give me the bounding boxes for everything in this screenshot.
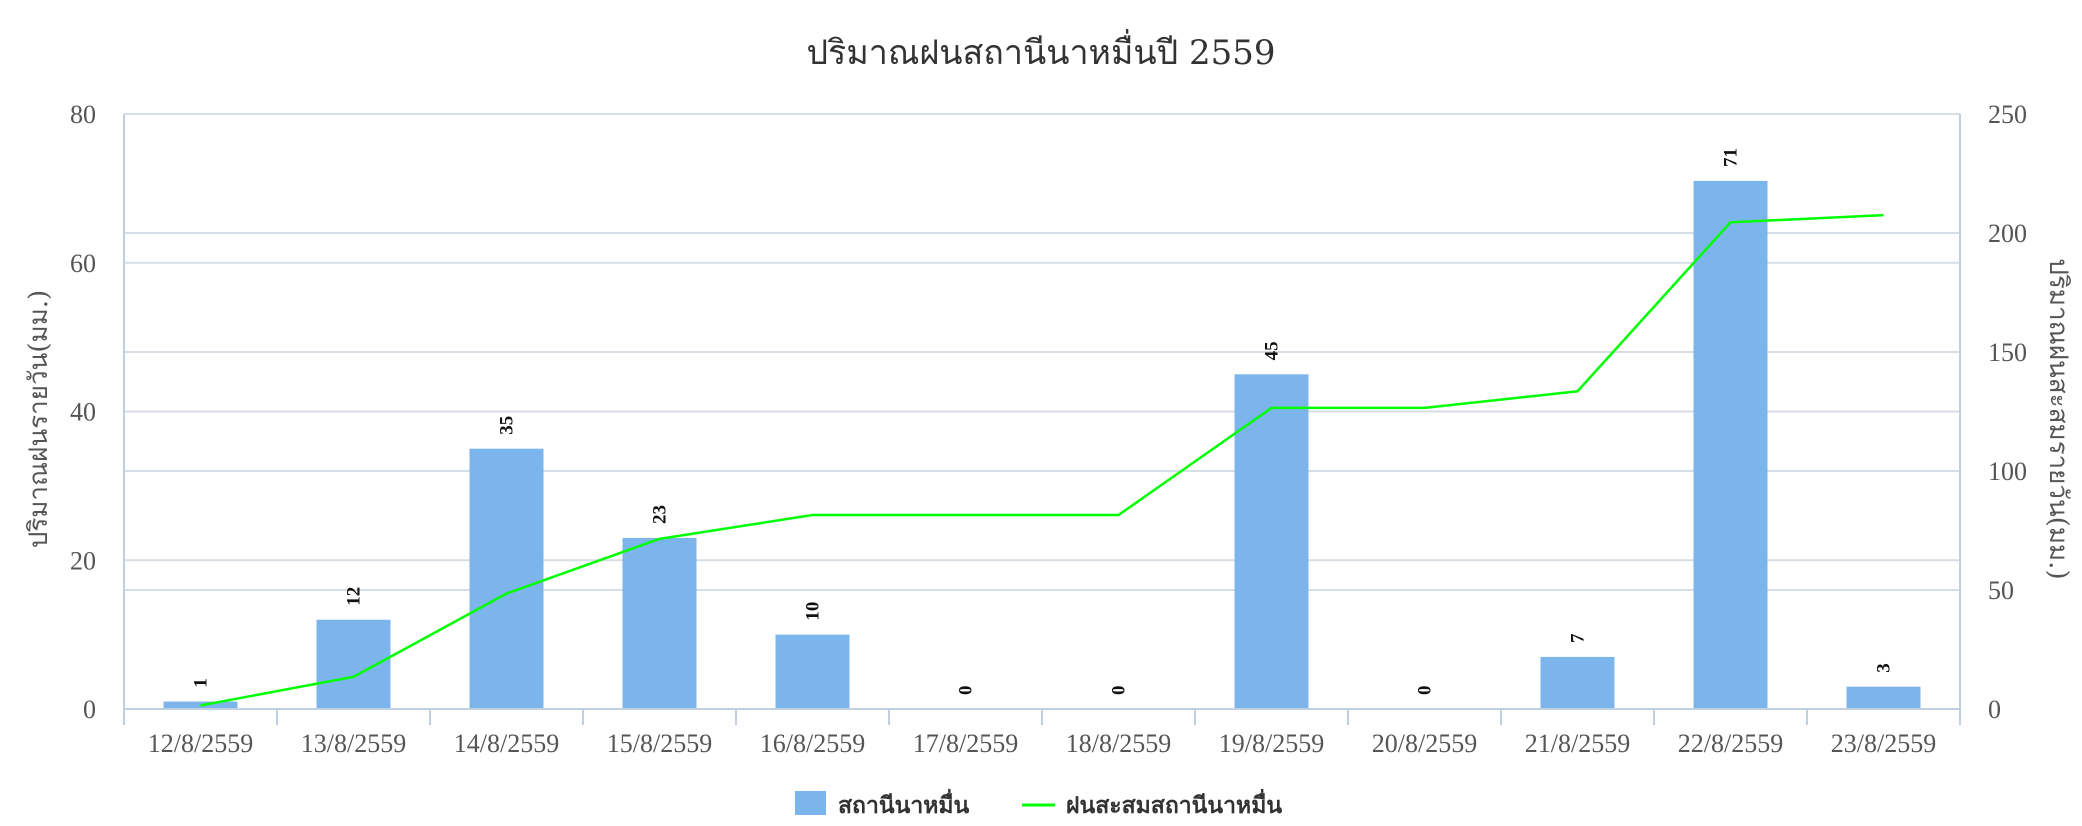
bar-data-label: 0 [956,686,977,696]
y-left-tick-label: 20 [70,546,96,575]
bar-data-label: 7 [1568,633,1589,643]
line-series [200,213,1884,707]
bar [622,537,697,709]
y-left-tick-label: 60 [70,249,96,278]
grid-lines [124,113,1960,710]
bar-data-label: 71 [1721,148,1742,167]
y-right-tick-label: 100 [1988,457,2027,486]
y-right-tick-label: 50 [1988,576,2014,605]
bar-data-label: 0 [1109,686,1130,696]
bar [775,634,850,709]
x-tick-label: 19/8/2559 [1219,729,1324,758]
bar-series [163,180,1921,709]
legend-bar-label[interactable]: สถานีนาหมื่น [838,788,970,819]
bar-data-label: 23 [650,505,671,524]
bar-data-label: 1 [191,678,212,688]
x-tick-label: 17/8/2559 [913,729,1018,758]
x-tick-label: 16/8/2559 [760,729,865,758]
bar-data-label: 35 [497,416,518,435]
bar-data-label: 12 [344,587,365,606]
x-tick-label: 21/8/2559 [1525,729,1630,758]
x-tick-label: 14/8/2559 [454,729,559,758]
bar-data-label: 3 [1874,663,1895,673]
bar-data-label: 45 [1262,341,1283,360]
y-right-tick-label: 150 [1988,338,2027,367]
bar-data-label: 0 [1415,686,1436,696]
x-tick-label: 15/8/2559 [607,729,712,758]
x-tick-label: 12/8/2559 [148,729,253,758]
y-right-tick-label: 250 [1988,100,2027,129]
data-labels: 1 12 35 23 10 0 0 45 0 7 71 3 [191,148,1895,695]
bar [1540,656,1615,709]
bar-data-label: 10 [803,602,824,621]
legend-bar-swatch[interactable] [795,791,826,815]
x-tick-label: 13/8/2559 [301,729,406,758]
y-left-tick-label: 40 [70,398,96,427]
x-tick-label: 20/8/2559 [1372,729,1477,758]
y-right-tick-label: 200 [1988,219,2027,248]
y-axis-left-label: ปริมาณฝนรายวัน(มม.) [24,290,54,548]
bar [316,619,391,709]
bar [1693,180,1768,709]
legend-line-label[interactable]: ฝนสะสมสถานีนาหมื่น [1066,788,1282,819]
y-left-tick-label: 0 [83,695,96,724]
y-left-tick-label: 80 [70,100,96,129]
y-right-tick-label: 0 [1988,695,2001,724]
bar [1234,374,1309,709]
legend: สถานีนาหมื่น ฝนสะสมสถานีนาหมื่น [795,788,1282,819]
chart-title: ปริมาณฝนสถานีนาหมื่นปี 2559 [806,29,1275,73]
x-tick-label: 18/8/2559 [1066,729,1171,758]
y-axis-right-label: ปริมาณฝนสะสมรายวัน(มม.) [2043,258,2073,579]
bar [469,448,544,709]
cumulative-line [200,213,1884,707]
bar [1846,686,1921,709]
x-tick-label: 22/8/2559 [1678,729,1783,758]
x-tick-label: 23/8/2559 [1831,729,1936,758]
